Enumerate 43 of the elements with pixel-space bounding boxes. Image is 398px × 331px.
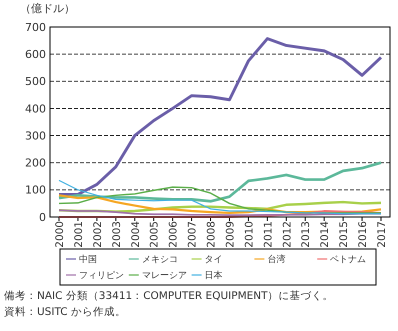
line-series — [58, 186, 382, 214]
x-tick-label: 2012 — [281, 221, 294, 248]
x-tick-label: 2016 — [357, 220, 370, 248]
legend-label: フィリピン — [79, 270, 124, 282]
x-tick-label: 2015 — [338, 221, 350, 248]
y-tick-label: 200 — [25, 156, 46, 170]
x-tick-label: 2010 — [243, 221, 256, 248]
y-tick-label: 400 — [25, 102, 46, 116]
legend-label: 日本 — [204, 270, 223, 282]
x-tick-label: 2007 — [186, 221, 199, 248]
legend-label: タイ — [204, 255, 223, 266]
x-tick-label: 2013 — [300, 221, 312, 248]
x-tick-label: 2000 — [54, 221, 66, 248]
legend-label: 台湾 — [267, 254, 286, 266]
x-tick-label: 2014 — [319, 220, 332, 248]
x-tick-label: 2005 — [148, 221, 161, 248]
x-tick-label: 2002 — [92, 221, 104, 248]
x-tick-label: 2017 — [376, 221, 388, 248]
y-tick-label: 300 — [25, 129, 46, 142]
legend-label: 中国 — [79, 254, 97, 266]
line-series — [58, 200, 382, 213]
line-series — [58, 37, 382, 196]
y-tick-label: 100 — [25, 184, 46, 197]
y-tick-label: 0 — [39, 210, 46, 224]
x-tick-label: 2011 — [262, 221, 274, 248]
legend-label: ベトナム — [330, 255, 366, 266]
line-series — [58, 194, 382, 214]
x-tick-label: 2004 — [130, 220, 142, 248]
x-tick-label: 2006 — [168, 220, 180, 248]
legend-label: メキシコ — [142, 255, 178, 266]
y-tick-label: 600 — [25, 48, 46, 61]
y-tick-label: 700 — [25, 20, 46, 34]
y-tick-label: 500 — [25, 75, 46, 88]
x-tick-label: 2001 — [72, 221, 85, 248]
x-tick-label: 2008 — [206, 221, 218, 248]
text: 備考：NAIC 分類（33411：COMPUTER EQUIPMENT）に基づく。 — [4, 289, 334, 302]
line-series — [58, 161, 382, 203]
legend-label: マレーシア — [142, 271, 187, 282]
y-axis-title: （億ドル） — [20, 2, 75, 15]
text: 資料：USITC から作成。 — [4, 305, 126, 318]
x-tick-label: 2003 — [110, 221, 123, 248]
x-tick-label: 2009 — [224, 221, 236, 248]
line-series — [58, 180, 382, 214]
